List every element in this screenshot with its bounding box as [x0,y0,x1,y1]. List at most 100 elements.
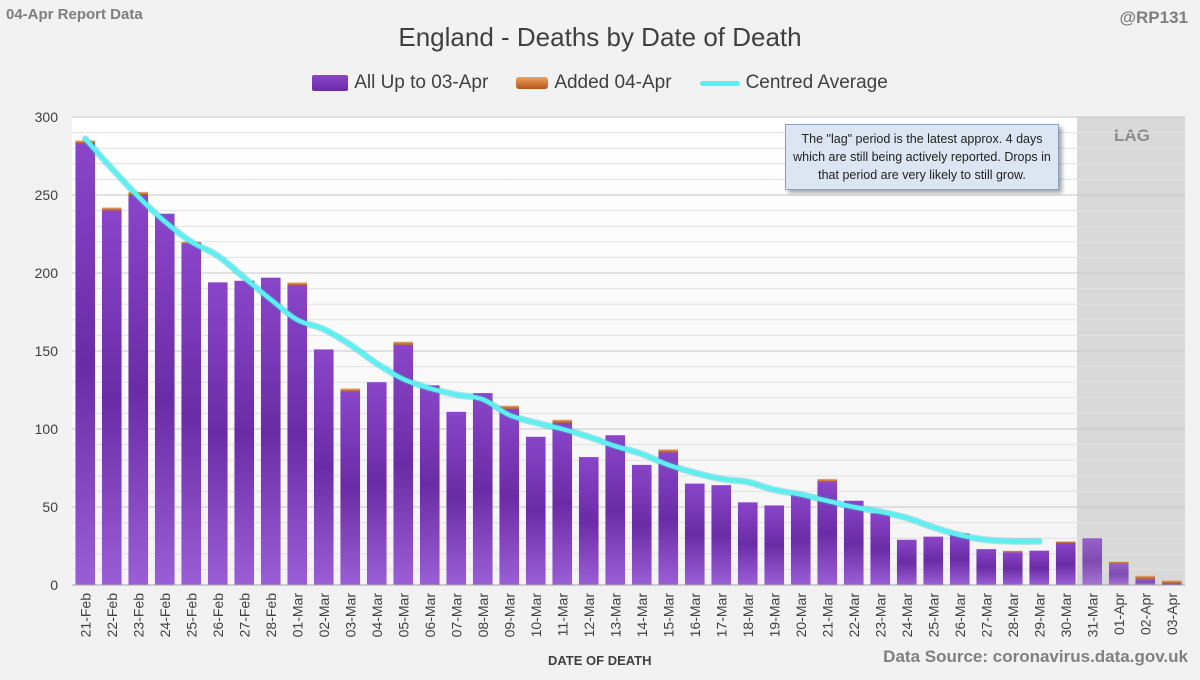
bar-all [525,436,546,585]
x-tick-label: 01-Apr [1111,593,1127,635]
x-tick-label: 27-Mar [978,593,994,638]
bar-all [287,285,308,585]
bar-all [976,549,997,585]
bar-all [340,391,361,585]
y-tick-label: 200 [35,265,59,281]
x-tick-label: 31-Mar [1084,593,1100,638]
bar-all [393,344,414,585]
x-tick-label: 04-Mar [369,593,385,638]
x-tick-label: 28-Feb [263,593,279,638]
x-tick-label: 12-Mar [581,593,597,638]
legend: All Up to 03-Apr Added 04-Apr Centred Av… [0,72,1200,94]
bar-added [1135,575,1156,579]
bar-all [843,500,864,585]
bar-all [711,485,732,585]
bar-all [737,502,758,585]
bar-all [1029,550,1050,585]
y-tick-label: 50 [42,499,58,515]
bar-all [870,513,891,585]
x-tick-label: 02-Apr [1137,593,1153,635]
bar-added [393,341,414,345]
x-tick-label: 16-Mar [687,593,703,638]
x-tick-label: 07-Mar [448,593,464,638]
x-tick-label: 19-Mar [766,593,782,638]
bar-all [1108,563,1129,585]
x-tick-label: 25-Mar [925,593,941,638]
y-tick-label: 150 [35,343,59,359]
x-tick-label: 09-Mar [501,593,517,638]
bar-added [340,388,361,392]
x-tick-label: 02-Mar [316,593,332,638]
bar-all [101,210,122,585]
bar-added [817,478,838,483]
x-tick-label: 26-Feb [210,593,226,638]
bar-all [684,483,705,585]
x-tick-label: 10-Mar [528,593,544,638]
x-tick-label: 28-Mar [1005,593,1021,638]
bar-all [419,385,440,585]
bar-all [75,143,96,585]
x-tick-label: 21-Mar [819,593,835,638]
x-tick-label: 21-Feb [77,593,93,638]
x-tick-label: 20-Mar [793,593,809,638]
bar-all [234,280,255,585]
bar-added [1002,550,1023,553]
bar-all [1002,552,1023,585]
data-source: Data Source: coronavirus.data.gov.uk [883,647,1188,666]
legend-swatch-all [312,75,349,91]
bar-added [1108,561,1129,564]
x-tick-label: 30-Mar [1058,593,1074,638]
lag-note: The "lag" period is the latest approx. 4… [785,124,1059,190]
bar-all [578,457,599,585]
x-tick-label: 29-Mar [1031,593,1047,638]
lag-label: LAG [1114,126,1150,145]
bar-all [1082,538,1103,585]
bar-all [1055,542,1076,585]
bar-all [128,195,149,585]
average-line [83,136,1042,544]
bar-all [181,243,202,586]
x-tick-label: 06-Mar [422,593,438,638]
legend-swatch-average [699,80,740,86]
bar-all [817,482,838,585]
x-tick-label: 03-Apr [1164,593,1180,635]
chart-title: England - Deaths by Date of Death [398,22,802,52]
report-label: 04-Apr Report Data [6,6,143,23]
legend-swatch-added [516,77,549,89]
x-tick-label: 22-Mar [846,593,862,638]
y-tick-label: 300 [35,109,59,125]
x-tick-label: 23-Mar [872,593,888,638]
bar-all [790,494,811,585]
bar-all [896,539,917,585]
bar-all [260,277,281,585]
bar-all [446,411,467,585]
x-axis-title: DATE OF DEATH [548,653,652,668]
y-tick-label: 250 [35,187,59,203]
bar-all [472,393,493,585]
bar-all [499,408,520,585]
x-tick-label: 25-Feb [183,593,199,638]
bar-all [949,533,970,585]
x-tick-label: 11-Mar [554,593,570,637]
bar-added [552,419,573,423]
x-tick-label: 22-Feb [104,593,120,638]
bar-all [631,464,652,585]
x-tick-label: 24-Mar [899,593,915,638]
legend-item-all: All Up to 03-Apr [312,72,488,94]
author-handle: @RP131 [1119,8,1188,27]
x-tick-label: 18-Mar [740,593,756,638]
bar-all [552,422,573,585]
x-tick-label: 14-Mar [634,593,650,638]
legend-label-added: Added 04-Apr [554,72,672,93]
bar-all [1161,583,1182,585]
bar-all [207,282,228,585]
bar-all [605,435,626,585]
y-tick-label: 100 [35,421,59,437]
bar-all [154,213,175,585]
bar-all [366,382,387,585]
x-tick-label: 17-Mar [713,593,729,638]
bar-added [499,405,520,409]
x-tick-label: 05-Mar [395,593,411,638]
x-tick-label: 26-Mar [952,593,968,638]
